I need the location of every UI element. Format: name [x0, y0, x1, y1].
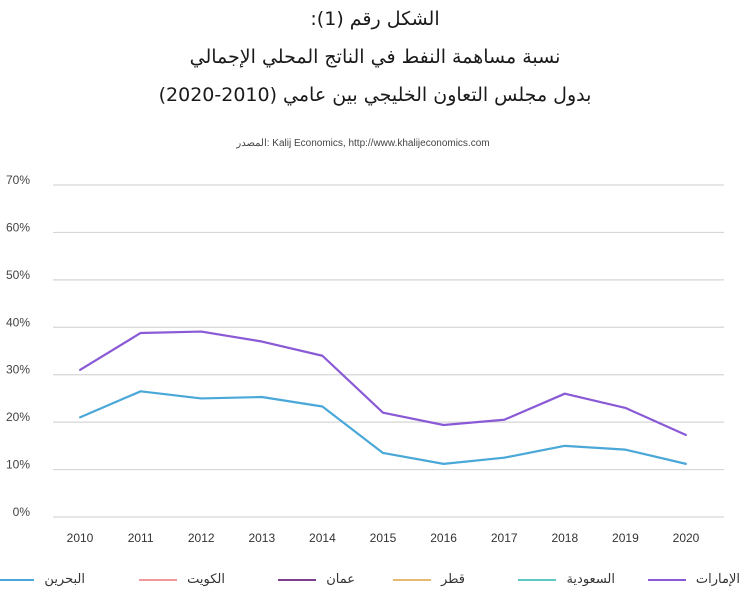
figure-label: الشكل رقم (1): [310, 8, 440, 30]
data-point [200, 330, 203, 333]
legend-item: قطر [392, 572, 465, 587]
x-tick-label: 2013 [248, 531, 275, 545]
line-chart: 0% 10% 20% 30% 40% 50% 60% 70% 2010 2011 2012 2013… [6, 173, 724, 545]
data-point [200, 397, 203, 400]
series-lines [79, 330, 687, 465]
legend-swatch [518, 578, 557, 581]
legend-label: عمان [326, 572, 355, 587]
y-tick-label: 0% [13, 505, 31, 519]
data-point [685, 433, 687, 436]
x-tick-label: 2018 [551, 531, 578, 545]
x-tick-label: 2017 [491, 531, 518, 545]
data-point [139, 390, 142, 393]
y-tick-label: 70% [6, 173, 30, 187]
y-tick-label: 40% [6, 315, 30, 329]
data-point [79, 368, 81, 371]
y-tick-label: 30% [6, 363, 30, 377]
data-point [321, 354, 324, 357]
y-tick-label: 10% [6, 458, 30, 472]
legend-label: البحرين [44, 572, 85, 587]
x-tick-label: 2015 [370, 531, 397, 545]
gridlines [53, 184, 724, 518]
data-point [503, 418, 506, 421]
legend-swatch [278, 578, 317, 581]
x-tick-label: 2011 [128, 531, 154, 545]
legend-label: السعودية [566, 572, 615, 587]
x-tick-label: 2016 [430, 531, 457, 545]
y-tick-label: 50% [6, 268, 30, 282]
chart-title-block: الشكل رقم (1): نسبة مساهمة النفط في النا… [0, 0, 750, 114]
legend-swatch [647, 578, 686, 581]
x-tick-label: 2012 [188, 531, 215, 545]
y-tick-label: 60% [6, 220, 30, 234]
data-point [685, 462, 687, 465]
legend-swatch [0, 578, 35, 581]
data-point [503, 456, 506, 459]
legend-swatch [139, 578, 178, 581]
chart-title-line-1: نسبة مساهمة النفط في الناتج المحلي الإجم… [189, 46, 561, 68]
legend-item: الكويت [139, 572, 225, 587]
data-point [442, 423, 445, 426]
data-point [321, 405, 324, 408]
data-point [382, 411, 384, 414]
y-tick-label: 20% [6, 410, 30, 424]
series-line-الإمارات [79, 330, 687, 436]
x-tick-label: 2014 [309, 531, 336, 545]
data-point [260, 396, 263, 399]
data-point [624, 448, 627, 451]
x-tick-label: 2019 [612, 531, 639, 545]
data-point [563, 392, 566, 395]
legend-item: البحرين [0, 572, 85, 587]
x-tick-label: 2020 [673, 531, 700, 545]
data-point [260, 340, 263, 343]
x-axis-ticks: 2010 2011 2012 2013 2014 2015 2016 2017 2018 2019… [67, 531, 700, 545]
data-point [79, 416, 81, 419]
chart-title-line-2: بدول مجلس التعاون الخليجي بين عامي (2010… [158, 84, 592, 106]
data-point [139, 331, 142, 334]
legend-swatch [392, 578, 431, 581]
y-axis-ticks: 0% 10% 20% 30% 40% 50% 60% 70% [6, 173, 30, 519]
x-tick-label: 2010 [67, 531, 94, 545]
legend-item: الإمارات [647, 572, 740, 587]
legend-label: الكويت [187, 572, 225, 587]
legend: الإمارات السعودية قطر عمان الكويت البحرين [0, 572, 750, 596]
data-point [624, 406, 627, 409]
legend-item: السعودية [518, 572, 615, 587]
source-note: المصدر: Kalij Economics, http://www.khal… [236, 138, 490, 149]
legend-label: قطر [440, 572, 465, 587]
data-point [442, 462, 445, 465]
data-point [563, 444, 566, 447]
data-point [382, 451, 384, 454]
legend-label: الإمارات [695, 572, 740, 587]
legend-item: عمان [278, 572, 355, 587]
